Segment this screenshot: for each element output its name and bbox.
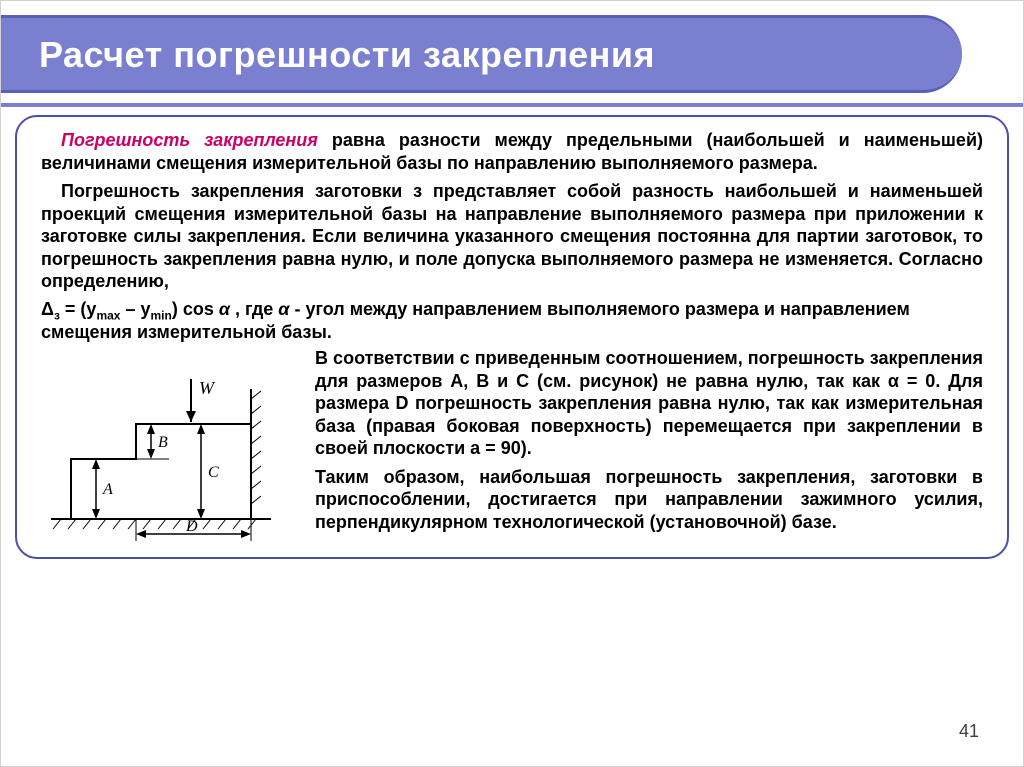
mid-part: – y bbox=[120, 299, 150, 319]
alpha1: α bbox=[219, 299, 230, 319]
slide-title: Расчет погрешности закрепления bbox=[39, 34, 934, 76]
ymin-sub: min bbox=[151, 308, 172, 322]
ymax-sub: max bbox=[96, 308, 120, 322]
alpha2: α bbox=[278, 299, 289, 319]
label-B: B bbox=[158, 434, 168, 451]
where-part: , где bbox=[230, 299, 278, 319]
bottom-row: W A B C bbox=[41, 347, 983, 549]
slide: Расчет погрешности закрепления Погрешнос… bbox=[0, 0, 1024, 767]
delta-symbol: Δ bbox=[41, 299, 54, 319]
eq-part: = (y bbox=[60, 299, 97, 319]
paragraph-4: Таким образом, наибольшая погрешность за… bbox=[315, 466, 983, 534]
paragraph-3: В соответствии с приведенным соотношение… bbox=[315, 347, 983, 460]
paragraph-2: Погрешность закрепления заготовки з пред… bbox=[41, 180, 983, 293]
formula-line: Δз = (ymax – ymin) cos α , где α - угол … bbox=[41, 299, 983, 344]
right-column: В соответствии с приведенным соотношение… bbox=[315, 347, 983, 549]
term-highlight: Погрешность закрепления bbox=[61, 130, 318, 150]
content-card: Погрешность закрепления равна разности м… bbox=[15, 115, 1009, 559]
title-banner: Расчет погрешности закрепления bbox=[1, 15, 962, 93]
label-W: W bbox=[199, 378, 216, 398]
label-D: D bbox=[185, 518, 198, 535]
cos-part: ) cos bbox=[172, 299, 219, 319]
diagram-svg: W A B C bbox=[41, 359, 301, 549]
figure: W A B C bbox=[41, 347, 301, 549]
label-C: C bbox=[208, 464, 219, 481]
para2-text: Погрешность закрепления заготовки з пред… bbox=[41, 181, 983, 291]
paragraph-1: Погрешность закрепления равна разности м… bbox=[41, 129, 983, 174]
page-number: 41 bbox=[959, 721, 979, 742]
divider bbox=[1, 103, 1023, 107]
label-A: A bbox=[102, 481, 113, 498]
